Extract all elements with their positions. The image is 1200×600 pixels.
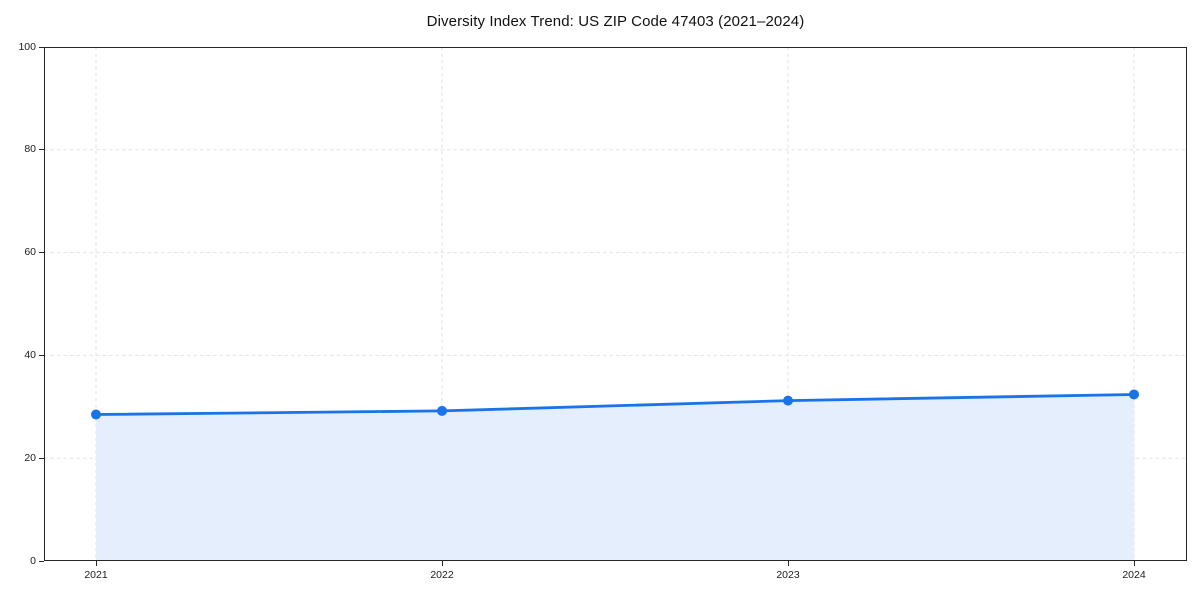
y-tick-label: 40 (24, 348, 36, 361)
x-tick-label: 2022 (430, 569, 454, 581)
x-tick-mark (787, 561, 789, 566)
chart-canvas (44, 47, 1187, 561)
x-tick-mark (1133, 561, 1135, 566)
plot-area (44, 47, 1187, 561)
y-tick-label: 60 (24, 246, 36, 259)
x-tick-label: 2021 (84, 569, 108, 581)
y-tick-mark (39, 46, 44, 48)
x-tick-label: 2023 (776, 569, 800, 581)
y-tick-label: 20 (24, 451, 36, 464)
y-tick-mark (39, 149, 44, 151)
x-tick-mark (441, 561, 443, 566)
y-tick-label: 100 (18, 40, 36, 53)
y-tick-mark (39, 354, 44, 356)
data-point-marker (783, 395, 793, 406)
trend-line (94, 393, 1136, 416)
y-tick-mark (39, 252, 44, 254)
x-tick-mark (95, 561, 97, 566)
chart-title: Diversity Index Trend: US ZIP Code 47403… (426, 13, 805, 30)
data-point-marker (437, 405, 447, 416)
y-tick-label: 80 (24, 143, 36, 156)
data-point-marker (91, 409, 101, 420)
x-tick-label: 2024 (1122, 569, 1146, 581)
y-tick-label: 0 (30, 554, 36, 567)
area-fill (96, 394, 1134, 561)
y-tick-mark (39, 457, 44, 459)
plot-border (44, 47, 1187, 561)
y-tick-mark (39, 560, 44, 562)
data-point-marker (1129, 389, 1139, 400)
